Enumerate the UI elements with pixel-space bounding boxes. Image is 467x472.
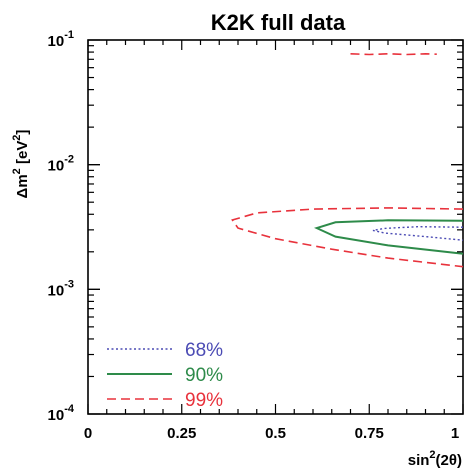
- x-tick-label: 0.75: [355, 425, 384, 442]
- legend: 68% 90% 99%: [107, 340, 223, 411]
- y-axis-label-sup: 2: [11, 168, 23, 174]
- legend-label-90pct: 90%: [185, 365, 223, 386]
- y-tick-labels: 10-1 10-2 10-3 10-4: [48, 29, 75, 424]
- y-tick-label: 10-2: [48, 154, 74, 175]
- y-tick-label: 10-1: [48, 29, 74, 50]
- y-tick-label: 10-3: [48, 278, 74, 299]
- x-tick-label: 0.5: [265, 425, 286, 442]
- contour-curves: [231, 52, 464, 268]
- x-tick-labels: 0 0.25 0.5 0.75 1: [84, 425, 459, 442]
- contour-90pct: [313, 219, 464, 255]
- y-axis-label-end: ]: [14, 130, 31, 135]
- y-axis-label: Δm2 [eV2]: [11, 130, 31, 199]
- x-axis-label-rest: (2θ): [436, 452, 462, 469]
- y-tick-label: 10-4: [48, 403, 75, 424]
- legend-label-99pct: 99%: [185, 390, 223, 411]
- x-axis-label-main: sin: [408, 452, 430, 469]
- chart-title: K2K full data: [211, 10, 346, 35]
- x-tick-label: 1: [451, 425, 459, 442]
- contour-99pct: [231, 207, 464, 268]
- x-axis-label: sin2(2θ): [408, 449, 462, 469]
- axis-ticks: [87, 39, 464, 415]
- y-axis-label-main: Δm: [14, 174, 31, 198]
- contour-68pct: [372, 225, 464, 241]
- x-tick-label: 0.25: [167, 425, 196, 442]
- y-axis-label-rest: [eV: [14, 141, 31, 169]
- plot-frame: [87, 39, 464, 415]
- contour-island-0: [350, 52, 437, 56]
- x-axis-label-sup: 2: [429, 449, 435, 461]
- legend-label-68pct: 68%: [185, 340, 223, 361]
- y-axis-label-sup2: 2: [11, 135, 23, 141]
- x-tick-label: 0: [84, 425, 92, 442]
